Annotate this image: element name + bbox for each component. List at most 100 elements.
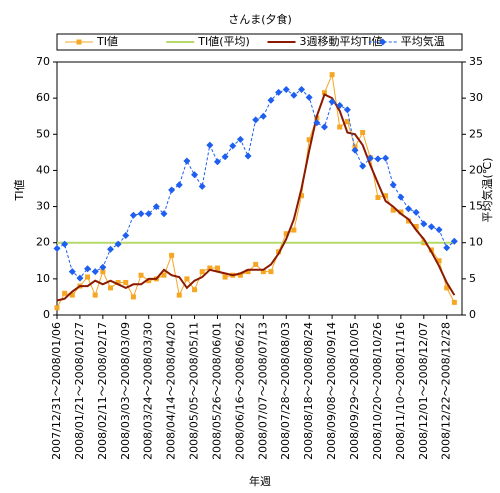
marker — [176, 292, 182, 298]
marker — [146, 278, 152, 284]
marker — [191, 171, 199, 179]
x-tick-label: 2008/05/26～2008/06/01 — [210, 322, 223, 460]
marker — [245, 269, 251, 275]
marker — [344, 119, 350, 125]
marker — [221, 153, 229, 161]
marker — [321, 90, 327, 96]
marker — [76, 274, 84, 282]
y2-tick-label: 0 — [469, 308, 476, 321]
legend-label: 3週移動平均TI値 — [300, 34, 383, 48]
marker — [114, 240, 122, 248]
marker — [138, 272, 144, 278]
marker — [137, 210, 145, 218]
marker — [351, 146, 359, 154]
marker — [267, 96, 275, 104]
marker — [390, 207, 396, 213]
marker — [68, 268, 76, 276]
marker — [69, 292, 75, 298]
chart-title: さんま(夕食) — [228, 12, 292, 26]
marker — [389, 181, 397, 189]
marker — [129, 211, 137, 219]
x-tick-label: 2008/09/08～2008/09/14 — [325, 322, 338, 460]
marker — [260, 269, 266, 275]
y-tick-label: 30 — [36, 200, 50, 213]
marker — [199, 269, 205, 275]
marker — [275, 88, 283, 96]
y-tick-label: 70 — [36, 55, 50, 68]
marker — [313, 119, 321, 127]
marker — [236, 135, 244, 143]
y2-tick-label: 10 — [469, 236, 483, 249]
marker — [427, 223, 435, 231]
marker — [268, 269, 274, 275]
marker — [360, 129, 366, 135]
marker — [222, 274, 228, 280]
y2-tick-label: 30 — [469, 91, 483, 104]
x-axis-label: 年週 — [249, 474, 271, 488]
marker — [85, 274, 91, 280]
x-tick-label: 2008/07/07～2008/07/13 — [256, 322, 269, 460]
y-tick-label: 50 — [36, 127, 50, 140]
x-tick-label: 2008/02/11～2008/02/17 — [96, 322, 109, 460]
marker — [91, 268, 99, 276]
marker — [130, 294, 136, 300]
marker — [237, 272, 243, 278]
marker — [206, 141, 214, 149]
marker — [183, 157, 191, 165]
y2-tick-label: 35 — [469, 55, 483, 68]
marker — [198, 182, 206, 190]
marker — [337, 124, 343, 130]
marker — [298, 85, 306, 93]
marker — [61, 240, 69, 248]
x-tick-label: 2008/11/10～2008/11/16 — [394, 322, 407, 460]
y-tick-label: 20 — [36, 236, 50, 249]
y2-axis-label: 平均気温(℃) — [480, 158, 494, 223]
marker — [192, 287, 198, 293]
marker — [412, 208, 420, 216]
y2-tick-label: 5 — [469, 272, 476, 285]
marker — [54, 305, 60, 311]
legend-box — [56, 33, 463, 51]
marker — [435, 226, 443, 234]
legend-label: TI値 — [96, 35, 118, 48]
marker — [259, 112, 267, 120]
marker — [168, 186, 176, 194]
x-tick-label: 2008/05/05～2008/05/11 — [188, 322, 201, 460]
marker — [62, 290, 68, 296]
marker — [84, 265, 92, 273]
x-tick-label: 2008/03/24～2008/03/30 — [142, 322, 155, 460]
marker — [213, 158, 221, 166]
marker — [175, 181, 183, 189]
marker — [282, 85, 290, 93]
marker — [207, 265, 213, 271]
y-tick-label: 0 — [43, 308, 50, 321]
marker — [291, 227, 297, 233]
y-tick-label: 10 — [36, 272, 50, 285]
marker — [443, 244, 451, 252]
marker — [420, 220, 428, 228]
legend-marker — [76, 39, 82, 45]
marker — [229, 142, 237, 150]
legend-label: TI値(平均) — [197, 35, 250, 48]
marker — [253, 261, 259, 267]
marker — [450, 237, 458, 245]
marker — [375, 195, 381, 201]
legend-label: 平均気温 — [401, 34, 445, 48]
marker — [122, 231, 130, 239]
x-tick-label: 2008/03/03～2008/03/09 — [119, 322, 132, 460]
marker — [252, 116, 260, 124]
marker — [123, 279, 129, 285]
marker — [451, 299, 457, 305]
marker — [107, 285, 113, 291]
marker — [169, 252, 175, 258]
marker — [436, 258, 442, 264]
y-tick-label: 40 — [36, 163, 50, 176]
marker — [382, 154, 390, 162]
y2-tick-label: 20 — [469, 163, 483, 176]
marker — [160, 210, 168, 218]
marker — [184, 276, 190, 282]
marker — [283, 231, 289, 237]
x-tick-label: 2008/10/20～2008/10/26 — [371, 322, 384, 460]
